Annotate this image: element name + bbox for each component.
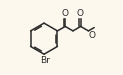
Text: O: O [89,31,96,40]
Text: O: O [77,9,84,18]
Text: O: O [61,9,68,18]
Text: Br: Br [40,56,50,65]
